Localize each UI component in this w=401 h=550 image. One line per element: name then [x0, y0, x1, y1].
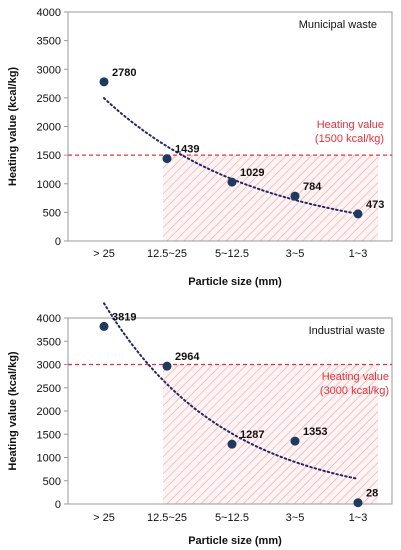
shaded-region: [163, 364, 378, 504]
x-tick-label: 12.5~25: [147, 512, 187, 524]
y-axis-title: Heating value (kcal/kg): [7, 67, 19, 187]
y-tick-label: 2000: [37, 406, 61, 418]
y-tick-label: 500: [43, 476, 61, 488]
data-point: [353, 498, 363, 508]
y-tick-label: 3000: [37, 360, 61, 372]
reference-label-value: (1500 kcal/kg): [315, 133, 384, 145]
data-point: [162, 154, 172, 164]
data-point: [162, 361, 172, 371]
x-tick-label: > 25: [93, 248, 115, 260]
data-point: [353, 209, 363, 219]
y-axis-title: Heating value (kcal/kg): [7, 351, 19, 471]
x-tick-label: 3~5: [286, 512, 305, 524]
y-tick-label: 2000: [37, 122, 61, 134]
y-tick-label: 4000: [37, 313, 61, 325]
data-point: [227, 177, 237, 187]
data-label: 2780: [112, 67, 136, 79]
x-tick-label: 3~5: [286, 248, 305, 260]
data-label: 28: [366, 488, 378, 500]
y-tick-label: 2500: [37, 383, 61, 395]
x-tick-label: 5~12.5: [215, 248, 249, 260]
y-tick-label: 1000: [37, 179, 61, 191]
y-tick-label: 0: [55, 499, 61, 511]
trendline: [103, 97, 359, 215]
x-tick-label: > 25: [93, 512, 115, 524]
chart-panel-2: 0 500 1000 1500 2000 2500 3000 3500 4000 > 25 12.5…: [7, 302, 393, 547]
data-label: 1029: [240, 167, 264, 179]
x-tick-label: 1~3: [349, 248, 368, 260]
y-tick-label: 1000: [37, 453, 61, 465]
data-label: 473: [366, 199, 384, 211]
data-point: [99, 321, 109, 331]
data-label: 1353: [303, 426, 327, 438]
y-tick-label: 1500: [37, 150, 61, 162]
y-tick-label: 1500: [37, 429, 61, 441]
data-label: 1287: [240, 429, 264, 441]
y-tick-label: 3000: [37, 64, 61, 76]
data-label: 3819: [112, 311, 136, 323]
y-tick-label: 4000: [37, 7, 61, 19]
x-axis-title: Particle size (mm): [188, 276, 282, 288]
data-point: [227, 439, 237, 449]
y-tick-label: 0: [55, 236, 61, 248]
data-point: [290, 191, 300, 201]
x-tick-label: 12.5~25: [147, 248, 187, 260]
data-label: 1439: [175, 144, 199, 156]
reference-label-value: (3000 kcal/kg): [320, 385, 389, 397]
reference-label: Heating value: [317, 119, 384, 131]
y-tick-label: 3500: [37, 36, 61, 48]
trendline: [103, 302, 359, 480]
shaded-region: [163, 155, 378, 241]
panel-title: Municipal waste: [299, 19, 377, 31]
x-axis-title: Particle size (mm): [188, 535, 282, 547]
reference-label: Heating value: [322, 371, 389, 383]
data-point: [290, 436, 300, 446]
data-point: [99, 77, 109, 87]
y-tick-label: 2500: [37, 93, 61, 105]
data-label: 2964: [175, 351, 200, 363]
chart-panel-1: 0 500 1000 1500 2000 2500 3000 3500 4000 > 25 12.5…: [7, 7, 393, 288]
x-tick-label: 1~3: [349, 512, 368, 524]
x-tick-label: 5~12.5: [215, 512, 249, 524]
y-tick-label: 500: [43, 207, 61, 219]
data-label: 784: [303, 181, 322, 193]
panel-title: Industrial waste: [309, 325, 385, 337]
y-tick-label: 3500: [37, 336, 61, 348]
